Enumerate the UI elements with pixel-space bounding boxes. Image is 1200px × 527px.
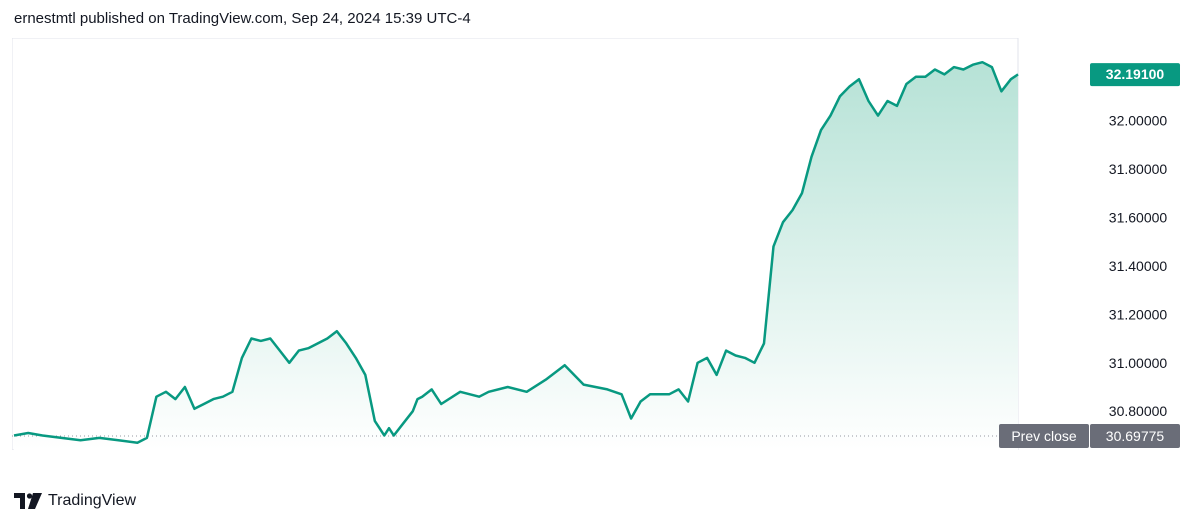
price-line <box>13 60 1019 444</box>
chart-svg[interactable]: 32.00000 31.80000 31.60000 31.40000 31.20000… <box>12 38 1184 450</box>
y-tick-label: 30.80000 <box>1109 403 1168 419</box>
tradingview-brand[interactable]: TradingView <box>14 492 136 510</box>
y-tick-label: 31.20000 <box>1109 306 1168 322</box>
y-tick-label: 31.00000 <box>1109 355 1168 371</box>
y-tick-label: 31.40000 <box>1109 258 1168 274</box>
prev-close-tag <box>999 424 1089 449</box>
price-chart[interactable]: 32.00000 31.80000 31.60000 31.40000 31.20000… <box>12 38 1184 450</box>
prev-close-label: Prev close <box>1011 428 1077 444</box>
last-price-tag <box>1090 63 1180 87</box>
tradingview-brand-label: TradingView <box>48 492 137 509</box>
y-axis[interactable]: 32.00000 31.80000 31.60000 31.40000 31.20000… <box>1109 112 1168 419</box>
tradingview-logo-icon <box>14 493 42 509</box>
last-price-label: 32.19100 <box>1106 66 1165 82</box>
prev-close-value-tag <box>1090 424 1180 449</box>
price-line-layer <box>13 60 1019 444</box>
y-tick-label: 32.00000 <box>1109 112 1168 128</box>
prev-close-value: 30.69775 <box>1106 428 1165 444</box>
y-tick-label: 31.80000 <box>1109 161 1168 177</box>
publisher-line: ernestmtl published on TradingView.com, … <box>14 10 471 27</box>
area-fill-layer <box>14 62 1018 450</box>
price-area-fill <box>14 62 1018 450</box>
price-tags: 32.19100 Prev close 30.69775 <box>999 63 1180 449</box>
y-tick-label: 31.60000 <box>1109 209 1168 225</box>
